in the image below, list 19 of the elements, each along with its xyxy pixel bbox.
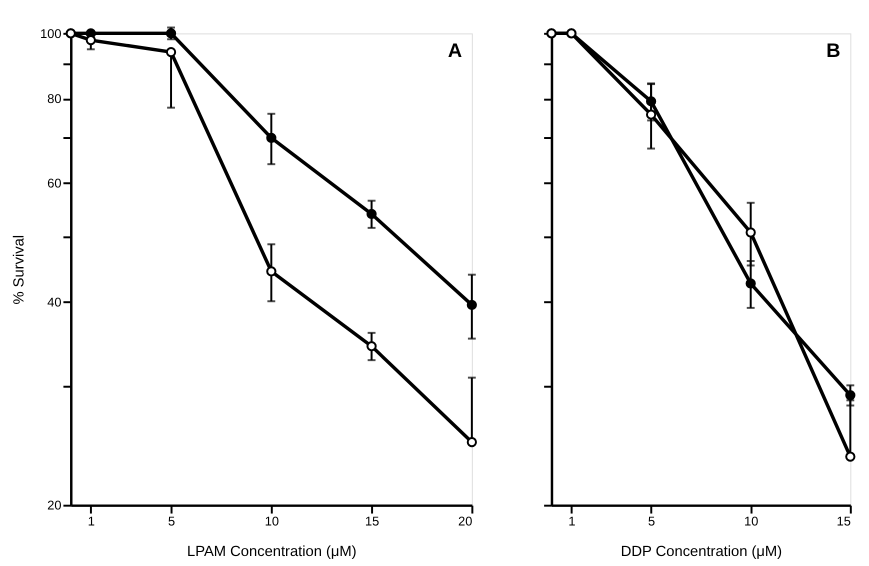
y-tick-label: 20 [47,498,62,513]
x-axis-title: DDP Concentration (μM) [620,544,782,560]
chart-title: A [448,40,462,62]
y-tick-label: 80 [47,91,62,106]
x-tick-label: 10 [264,513,279,528]
x-tick-label: 5 [168,513,176,528]
x-tick-label: 20 [458,513,472,528]
x-axis-title: LPAM Concentration (μM) [187,544,357,560]
y-tick-label: 40 [47,294,62,310]
x-tick-label: 5 [648,513,656,528]
x-tick-label: 1 [568,513,576,528]
chart-title: B [826,40,840,62]
y-tick-label: 60 [47,176,62,191]
x-tick-label: 1 [88,513,95,528]
y-tick-label: 100 [40,26,62,41]
x-tick-label: 15 [364,513,380,528]
y-axis-title: % Survival [11,234,28,305]
x-tick-label: 10 [744,513,758,528]
x-tick-label: 15 [836,513,851,528]
